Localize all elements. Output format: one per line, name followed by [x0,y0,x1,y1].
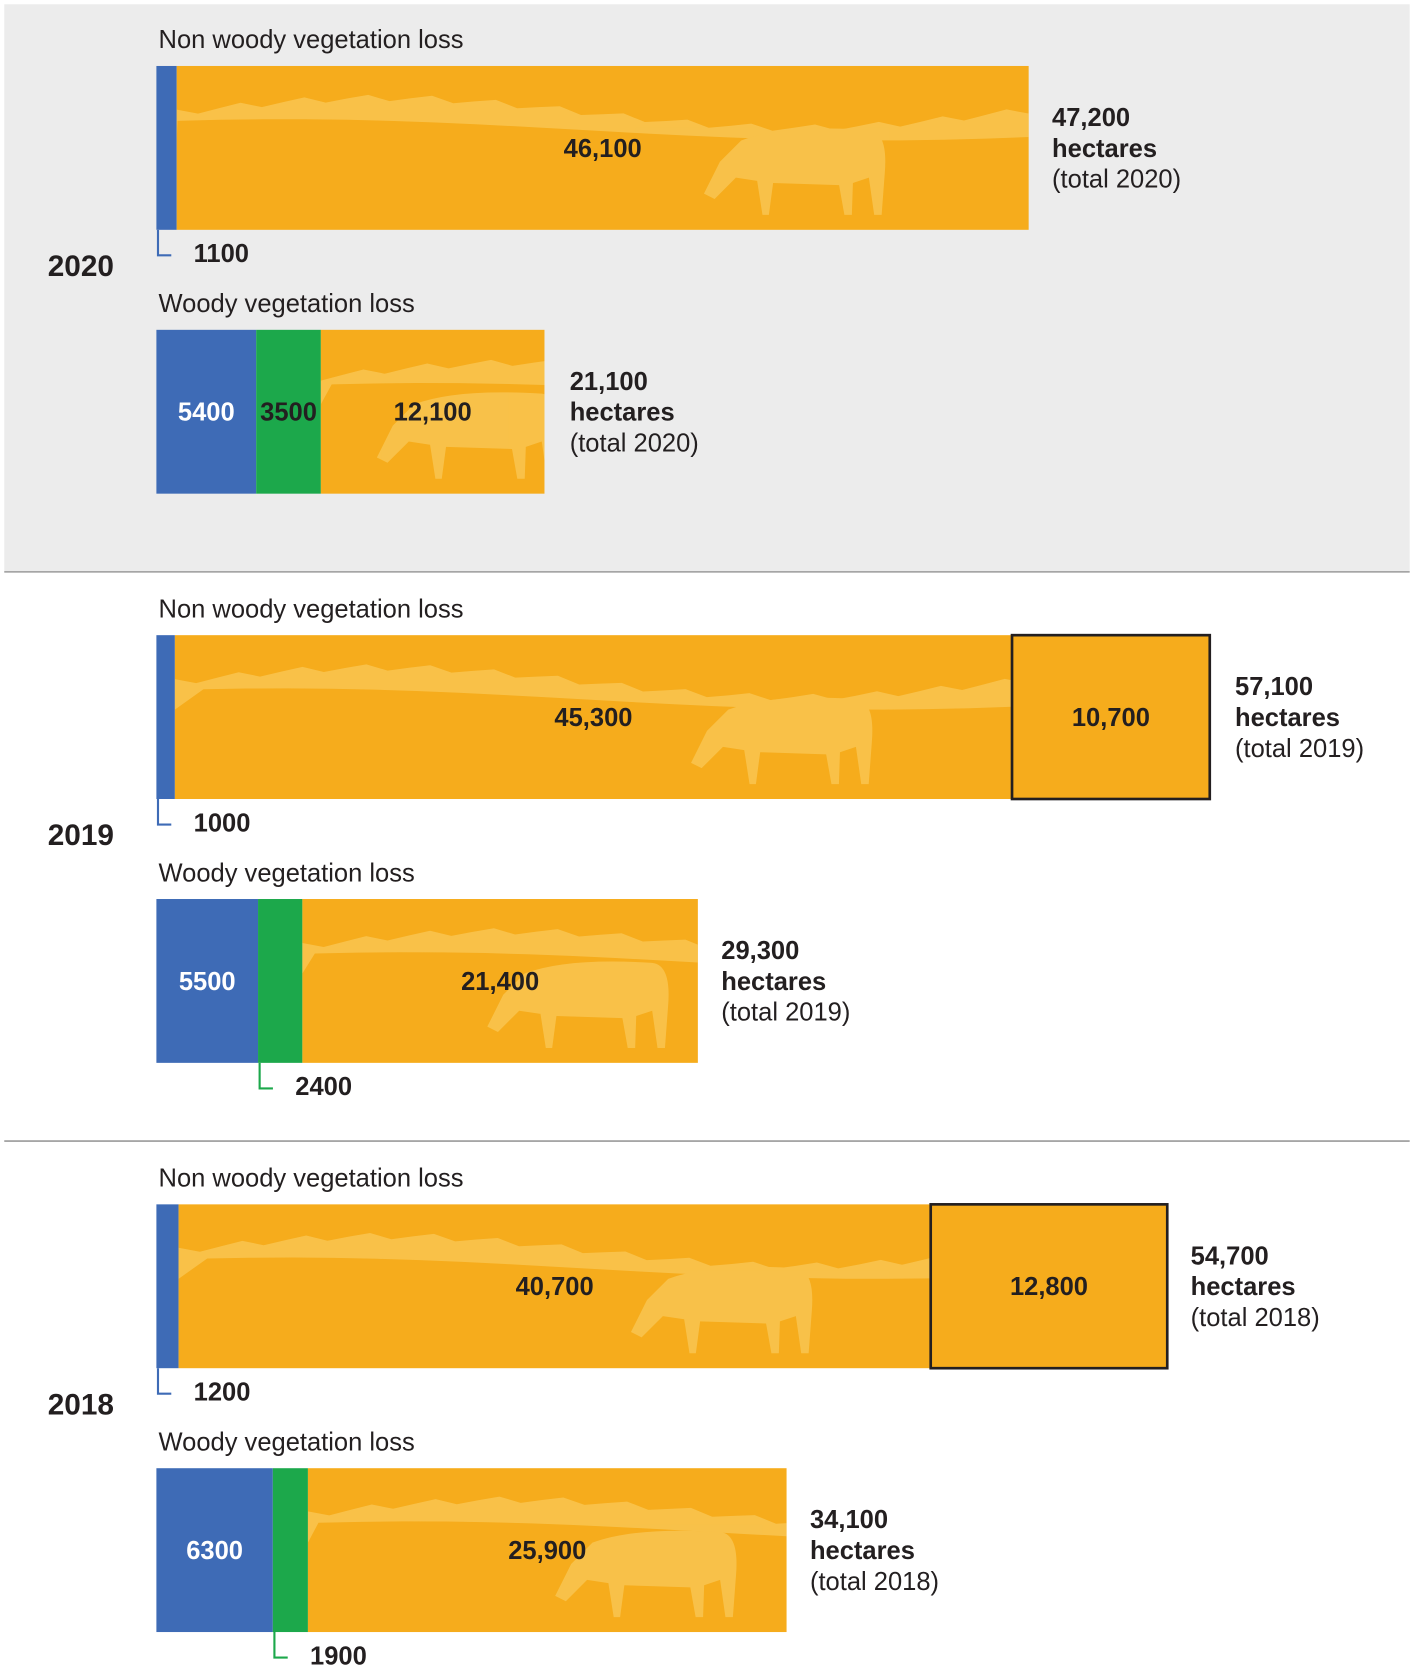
value-label: 6300 [186,1537,243,1565]
total-label: 47,200 [1052,104,1130,132]
bar-segment [256,329,321,494]
bar-segment [156,1468,273,1633]
decoration [174,664,1013,785]
decoration [307,1496,787,1618]
bar-title: Non woody vegetation loss [159,26,464,54]
bar-title: Woody vegetation loss [159,290,415,318]
value-label: 1000 [194,809,251,837]
total-unit: hectares [1052,135,1157,163]
value-label: 25,900 [508,1537,586,1565]
bar-segment [156,65,177,230]
cow [703,128,886,215]
cow [487,961,669,1048]
year-label: 2019 [48,819,114,852]
bar-segment [156,329,257,494]
bar-title: Non woody vegetation loss [159,1165,464,1193]
cow [555,1530,737,1618]
total-label: 21,100 [570,368,648,396]
landscape [320,359,545,405]
value-label: 12,800 [1010,1273,1088,1301]
value-label: 10,700 [1072,704,1150,732]
bar-segment [156,1204,179,1369]
leader-line [273,1632,288,1659]
total-unit: hectares [1235,704,1340,732]
bar-segment [258,899,303,1063]
total-label: 34,100 [810,1506,888,1534]
value-label: 45,300 [554,704,632,732]
value-label: 1900 [310,1642,367,1670]
landscape [307,1496,787,1543]
year-section: 2018 Non woody vegetation loss 1200 40,700 1… [48,1165,1320,1671]
decoration [178,1232,931,1354]
value-label: 2400 [295,1073,352,1101]
bar-segment [929,1203,1169,1370]
total-note: (total 2018) [810,1568,939,1596]
total-unit: hectares [1191,1273,1296,1301]
total-unit: hectares [721,968,826,996]
value-label: 5400 [178,399,235,427]
leader-line [156,229,172,257]
decoration [320,359,545,479]
bar-segment [176,65,1029,230]
year-section: 2019 Non woody vegetation loss 1000 45,300 1… [48,595,1364,1101]
decoration [302,928,698,1048]
leader-line [258,1062,273,1090]
bar-segment [272,1468,308,1633]
bar-title: Non woody vegetation loss [159,595,464,623]
value-label: 3500 [260,399,317,427]
cow [691,697,873,785]
year-section: 2020 Non woody vegetation loss 1100 46,100 4… [48,26,1181,494]
value-label: 12,100 [394,399,472,427]
leader-line [156,1368,172,1395]
total-note: (total 2020) [1052,166,1181,194]
bar-segment [174,635,1013,800]
value-label: 21,400 [461,968,539,996]
decoration [176,94,1029,215]
total-label: 54,700 [1191,1242,1269,1270]
total-note: (total 2020) [570,429,699,457]
total-unit: hectares [570,399,675,427]
value-label: 1200 [194,1378,251,1406]
bar-title: Woody vegetation loss [159,859,415,887]
bar-segment [156,635,175,800]
total-label: 57,100 [1235,673,1313,701]
bar-title: Woody vegetation loss [159,1428,415,1456]
total-note: (total 2019) [1235,735,1364,763]
leader-line [156,799,172,826]
cow [630,1266,813,1354]
year-label: 2020 [48,250,114,283]
total-unit: hectares [810,1537,915,1565]
value-label: 5500 [179,968,236,996]
value-label: 40,700 [516,1273,594,1301]
landscape [302,928,698,974]
bar-segment [156,899,259,1063]
value-label: 46,100 [564,135,642,163]
cow [376,392,545,479]
value-label: 1100 [194,240,249,268]
year-label: 2018 [48,1388,114,1421]
total-note: (total 2018) [1191,1304,1320,1332]
total-label: 29,300 [721,937,799,965]
bar-segment [1010,633,1212,801]
total-note: (total 2019) [721,999,850,1027]
